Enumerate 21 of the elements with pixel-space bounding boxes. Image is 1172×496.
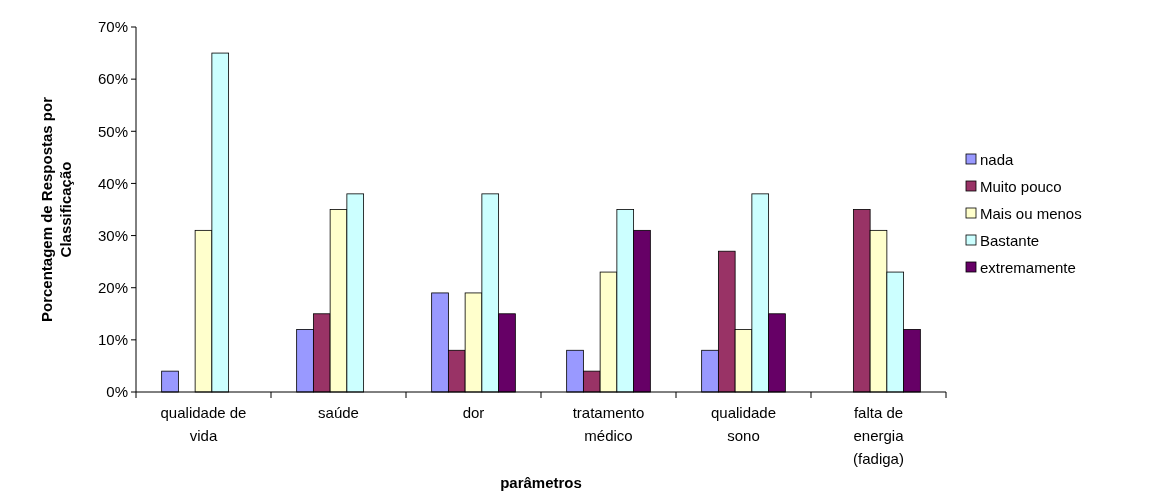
y-tick-label: 50% [97,122,128,140]
legend-label: extremamente [980,259,1076,277]
y-tick-label: 20% [97,278,128,296]
x-tick-label: qualidade sono [710,404,777,444]
x-tick-label: tratamento médico [572,404,645,444]
y-tick-label: 10% [97,331,128,349]
y-tick-label: 40% [97,174,128,192]
legend-label: Bastante [980,232,1040,250]
x-tick-label: qualidade de vida [160,404,247,444]
x-axis-title: parâmetros [500,474,582,491]
legend-label: Mais ou menos [980,205,1082,223]
x-tick-label: falta de energia (fadiga) [853,404,905,467]
y-tick-label: 30% [97,226,128,244]
y-axis-title: Porcentagem de Respostas por Classificação [38,96,74,323]
y-tick-label: 70% [97,18,128,36]
legend-label: nada [980,151,1015,169]
x-tick-label: dor [462,404,485,421]
y-tick-label: 0% [106,383,128,401]
x-tick-label: saúde [318,404,359,421]
y-tick-label: 60% [97,70,128,88]
legend-label: Muito pouco [980,178,1062,196]
